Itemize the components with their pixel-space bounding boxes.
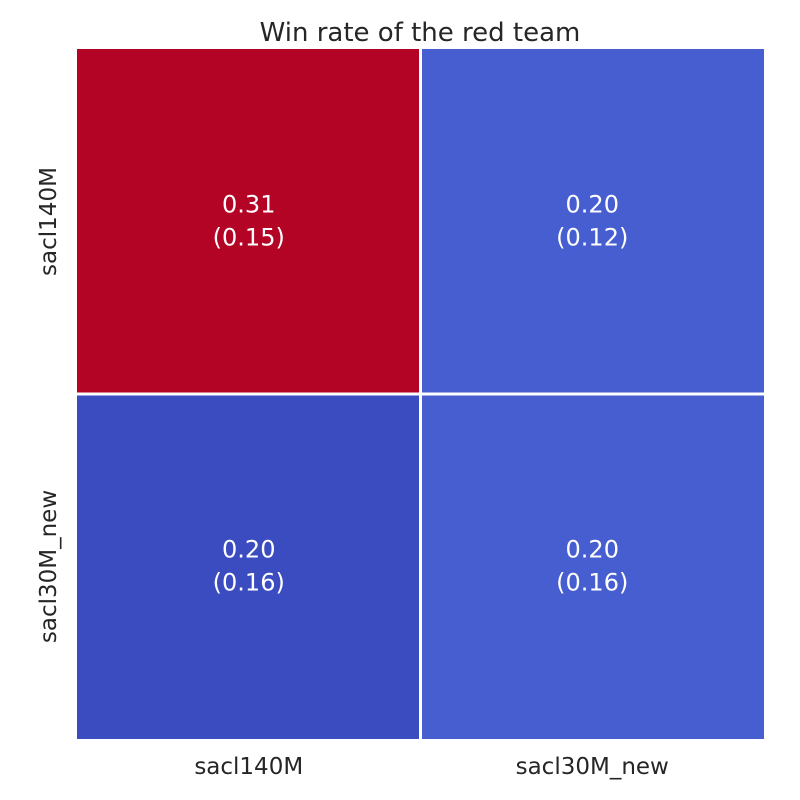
chart-title: Win rate of the red team [260, 18, 581, 48]
cell-value-label-r0-c0: 0.31 [222, 191, 275, 219]
y-axis-tick-labels: sacl140M sacl30M_new [36, 167, 62, 643]
cell-std-label-r0-c1: (0.12) [556, 224, 628, 252]
cell-std-label-r1-c0: (0.16) [213, 569, 285, 597]
x-axis-tick-labels: sacl140M sacl30M_new [194, 754, 669, 780]
x-tick-label-0: sacl140M [194, 754, 303, 780]
y-tick-label-1: sacl30M_new [36, 490, 62, 643]
cell-std-label-r1-c1: (0.16) [556, 569, 628, 597]
heatmap-cell-r1-c0 [77, 394, 421, 739]
cell-std-label-r0-c0: (0.15) [213, 224, 285, 252]
y-tick-label-0: sacl140M [36, 167, 62, 276]
cell-value-label-r1-c1: 0.20 [566, 536, 619, 564]
x-tick-label-1: sacl30M_new [516, 754, 669, 780]
heatmap-cell-r0-c1 [420, 49, 764, 394]
cell-value-label-r1-c0: 0.20 [222, 536, 275, 564]
heatmap-gridlines [77, 49, 764, 739]
heatmap-cell-r1-c1 [420, 394, 764, 739]
heatmap-cells [77, 49, 764, 739]
heatmap-cell-r0-c0 [77, 49, 421, 394]
cell-value-label-r0-c1: 0.20 [566, 191, 619, 219]
heatmap-cell-labels: 0.31 (0.15) 0.20 (0.12) 0.20 (0.16) 0.20 (0.16) [213, 191, 629, 597]
